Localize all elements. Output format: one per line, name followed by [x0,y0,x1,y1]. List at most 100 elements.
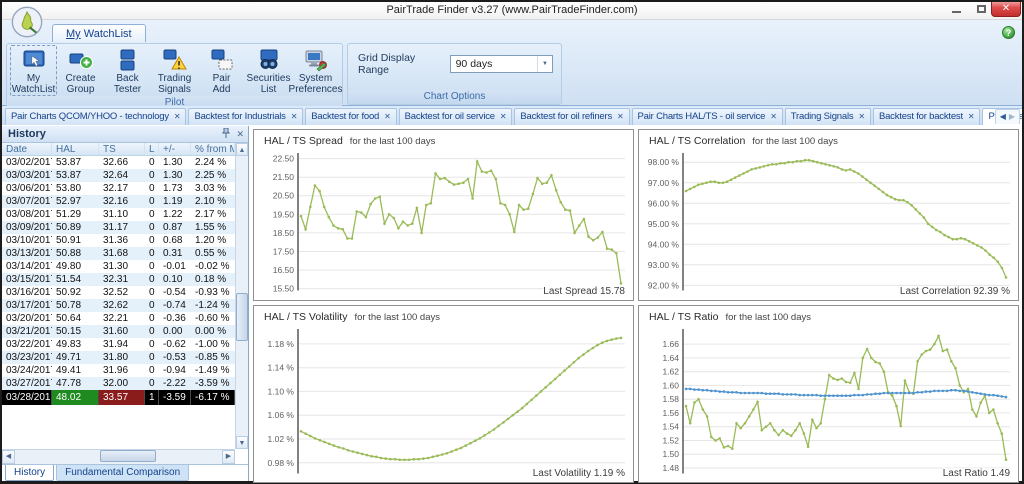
table-row[interactable]: 03/14/201749.8031.300-0.01-0.02 % [2,260,235,273]
chart-title: HAL / TS Volatility [264,311,347,323]
tab-trading-signals[interactable]: Trading Signals✕ [785,108,871,125]
close-button[interactable]: ✕ [991,2,1021,17]
scroll-up-icon[interactable]: ▲ [236,143,248,156]
svg-text:1.66: 1.66 [662,339,679,349]
tab-history[interactable]: History [5,465,54,481]
svg-text:96.00 %: 96.00 % [648,198,680,208]
grid-display-range-select[interactable]: 90 days ▼ [450,55,553,73]
col-date[interactable]: Date [2,143,52,155]
table-row[interactable]: 03/07/201752.9732.1601.192.10 % [2,195,235,208]
selected-table-row[interactable]: 03/28/201748.0233.571-3.59-6.17 % [2,390,235,405]
my-watchlist-button[interactable]: My WatchList [10,45,57,96]
table-row[interactable]: 03/22/201749.8331.940-0.62-1.00 % [2,338,235,351]
tab-close-icon[interactable]: ✕ [500,112,507,121]
table-row[interactable]: 03/09/201750.8931.1700.871.55 % [2,221,235,234]
securities-list-button[interactable]: Securities List [245,45,292,96]
cell: 1.22 [159,208,191,221]
cell: 31.30 [99,260,145,273]
horizontal-scrollbar[interactable]: ◀ ▶ [2,449,235,464]
ribbon-tab-row: My WatchList ? [2,20,1022,42]
cell: 50.91 [52,234,99,247]
system-preferences-button[interactable]: System Preferences [292,45,339,96]
tab-scroll-buttons[interactable]: ◀ ▶ [995,109,1020,124]
tab-scroll-left-icon[interactable]: ◀ [1000,112,1006,121]
cell: -0.02 % [191,260,235,273]
cell: 03/16/2017 [2,286,52,299]
col-ts[interactable]: TS [99,143,145,155]
history-panel-header: History ✕ [2,126,248,143]
table-row[interactable]: 03/20/201750.6432.210-0.36-0.60 % [2,312,235,325]
tab-pair-charts-hal-ts-oil-service[interactable]: Pair Charts HAL/TS - oil service✕ [632,108,783,125]
table-row[interactable]: 03/15/201751.5432.3100.100.18 % [2,273,235,286]
table-row[interactable]: 03/21/201750.1531.6000.000.00 % [2,325,235,338]
help-icon[interactable]: ? [1002,26,1015,39]
cell: -0.60 % [191,312,235,325]
scroll-down-icon[interactable]: ▼ [236,436,248,449]
cell: 03/28/2017 [2,390,52,405]
scroll-right-icon[interactable]: ▶ [222,450,235,464]
col-plusminus[interactable]: +/- [159,143,191,155]
table-row[interactable]: 03/06/201753.8032.1701.733.03 % [2,182,235,195]
svg-text:93.00 %: 93.00 % [648,260,680,270]
cell: 03/06/2017 [2,182,52,195]
col-pct-from-mean[interactable]: % from Mea [191,143,235,155]
tab-close-icon[interactable]: ✕ [968,112,975,121]
scroll-left-icon[interactable]: ◀ [2,450,15,464]
tab-close-icon[interactable]: ✕ [770,112,777,121]
horizontal-scroll-thumb[interactable] [100,450,156,462]
pair-add-button[interactable]: Pair Add [198,45,245,96]
tab-close-icon[interactable]: ✕ [174,112,181,121]
tab-label: Backtest for oil refiners [520,111,612,122]
tab-backtest-for-backtest[interactable]: Backtest for backtest✕ [873,108,981,125]
table-row[interactable]: 03/27/201747.7832.000-2.22-3.59 % [2,377,235,390]
table-row[interactable]: 03/24/201749.4131.960-0.94-1.49 % [2,364,235,377]
tab-backtest-for-oil-refiners[interactable]: Backtest for oil refiners ✕ [514,108,629,125]
app-window: PairTrade Finder v3.27 (www.PairTradeFin… [0,0,1024,484]
maximize-button[interactable] [969,2,993,17]
tab-close-icon[interactable]: ✕ [384,112,391,121]
pin-icon[interactable] [222,128,230,140]
table-row[interactable]: 03/08/201751.2931.1001.222.17 % [2,208,235,221]
col-hal[interactable]: HAL [52,143,99,155]
cell: 0 [145,299,159,312]
history-table: Date HAL TS L +/- % from Mea 03/02/20175… [2,143,248,449]
table-row[interactable]: 03/10/201750.9131.3600.681.20 % [2,234,235,247]
table-row[interactable]: 03/17/201750.7832.620-0.74-1.24 % [2,299,235,312]
trading-signals-button[interactable]: Trading Signals [151,45,198,96]
vertical-scroll-thumb[interactable] [236,293,248,341]
tab-pair-charts-qcom-yhoo-technology[interactable]: Pair Charts QCOM/YHOO - technology✕ [5,108,186,125]
table-row[interactable]: 03/02/201753.8732.6601.302.24 % [2,156,235,169]
history-panel-title: History [8,128,46,140]
ribbon-tab-my-watchlist[interactable]: My WatchList [52,24,146,42]
tab-backtest-for-oil-service[interactable]: Backtest for oil service✕ [399,108,513,125]
tab-backtest-for-industrials[interactable]: Backtest for Industrials✕ [188,108,303,125]
cell: 49.80 [52,260,99,273]
tab-backtest-for-food[interactable]: Backtest for food✕ [305,108,396,125]
cell: 2.24 % [191,156,235,169]
table-row[interactable]: 03/13/201750.8831.6800.310.55 % [2,247,235,260]
tab-close-icon[interactable]: ✕ [858,112,865,121]
vertical-scrollbar[interactable]: ▲ ▼ [235,143,248,449]
minimize-button[interactable] [944,2,968,17]
cell: 0 [145,195,159,208]
app-logo-icon[interactable] [11,6,43,38]
back-tester-icon [115,48,141,72]
svg-text:1.14 %: 1.14 % [268,362,295,372]
cell: 31.60 [99,325,145,338]
tab-close-icon[interactable]: ✕ [291,112,298,121]
tab-close-icon[interactable]: ✕ [617,112,624,121]
create-group-button[interactable]: Create Group [57,45,104,96]
close-panel-icon[interactable]: ✕ [236,129,244,140]
back-tester-button[interactable]: Back Tester [104,45,151,96]
table-row[interactable]: 03/16/201750.9232.520-0.54-0.93 % [2,286,235,299]
cell: 50.89 [52,221,99,234]
table-row[interactable]: 03/03/201753.8732.6401.302.25 % [2,169,235,182]
svg-text:1.10 %: 1.10 % [268,386,295,396]
last-ratio-label: Last Ratio 1.49 [943,468,1010,479]
cell: -2.22 [159,377,191,390]
history-table-header[interactable]: Date HAL TS L +/- % from Mea [2,143,235,156]
col-l[interactable]: L [145,143,159,155]
tab-scroll-right-icon[interactable]: ▶ [1009,112,1015,121]
table-row[interactable]: 03/23/201749.7131.800-0.53-0.85 % [2,351,235,364]
tab-fundamental-comparison[interactable]: Fundamental Comparison [56,465,189,481]
